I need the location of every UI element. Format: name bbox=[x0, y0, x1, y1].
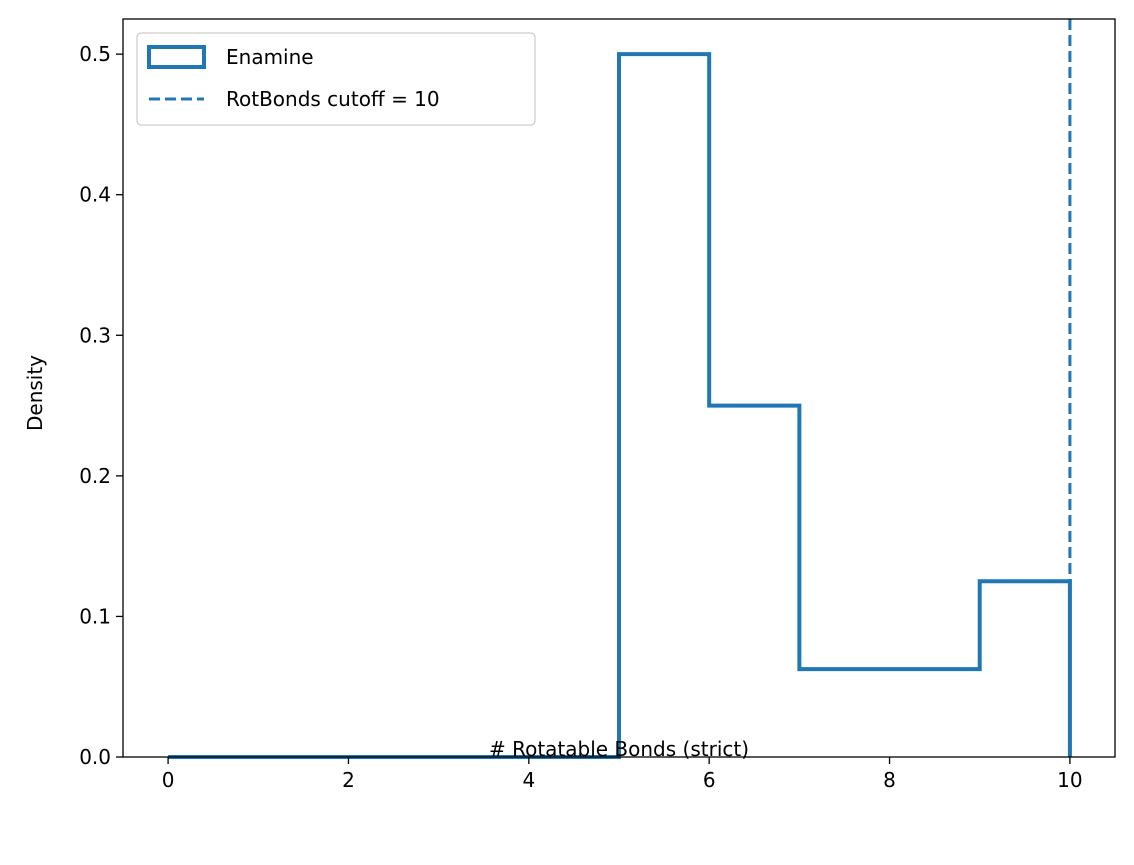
histogram-bin bbox=[709, 406, 799, 757]
x-tick-label: 10 bbox=[1057, 768, 1082, 792]
y-tick-label: 0.5 bbox=[79, 42, 111, 66]
x-axis-label: # Rotatable Bonds (strict) bbox=[489, 737, 749, 761]
legend-swatch-enamine bbox=[147, 45, 206, 69]
x-tick-label: 8 bbox=[883, 768, 896, 792]
y-tick-label: 0.3 bbox=[79, 323, 111, 347]
histogram-step-outline bbox=[168, 52, 1072, 759]
y-tick-label: 0.4 bbox=[79, 183, 111, 207]
legend: Enamine RotBonds cutoff = 10 bbox=[136, 32, 536, 126]
x-tick-label: 0 bbox=[162, 768, 175, 792]
y-axis-ticks: 0.0 0.1 0.2 0.3 0.4 0.5 bbox=[79, 42, 123, 769]
y-tick-label: 0.1 bbox=[79, 604, 111, 628]
y-tick-label: 0.0 bbox=[79, 745, 111, 769]
legend-label-cutoff: RotBonds cutoff = 10 bbox=[226, 87, 440, 111]
histogram-bin bbox=[619, 54, 709, 757]
legend-box bbox=[136, 32, 536, 126]
histogram-bin bbox=[980, 581, 1070, 757]
plot-area bbox=[122, 18, 1116, 759]
histogram-bin bbox=[799, 669, 979, 757]
x-tick-label: 6 bbox=[703, 768, 716, 792]
x-axis-ticks: 0 2 4 6 8 10 bbox=[162, 757, 1083, 792]
x-tick-label: 4 bbox=[522, 768, 535, 792]
y-axis-label: Density bbox=[23, 355, 47, 431]
x-tick-label: 2 bbox=[342, 768, 355, 792]
legend-label-enamine: Enamine bbox=[226, 45, 314, 69]
plot-frame bbox=[122, 18, 1116, 758]
y-tick-label: 0.2 bbox=[79, 464, 111, 488]
